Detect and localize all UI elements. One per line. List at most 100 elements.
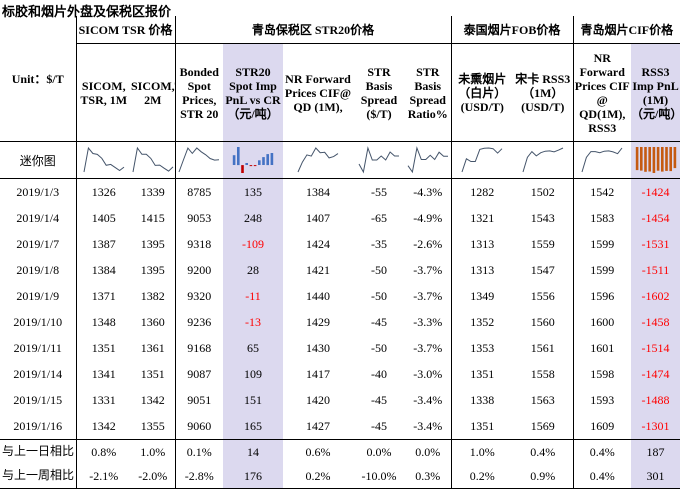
value-cell: 1352: [450, 309, 513, 335]
value-cell: 1387: [75, 231, 131, 257]
sparkline-line: [132, 146, 174, 173]
change-value: -2.1%: [75, 464, 131, 489]
value-cell: -3.0%: [413, 366, 443, 381]
value-cell: 1569: [530, 418, 555, 433]
value-cell: 1405: [75, 205, 131, 231]
change-value: 1.0%: [131, 439, 175, 464]
value-cell: 1351: [75, 335, 131, 361]
value-cell: 9060: [174, 413, 223, 440]
value-cell: -1424: [631, 178, 680, 205]
value-cell: 9320: [174, 283, 223, 309]
value-cell: 9318: [174, 231, 223, 257]
sparkline-line: [83, 146, 125, 173]
sparkline-bar: [245, 163, 248, 165]
value-cell: 1395: [140, 262, 165, 277]
value-cell: -1602: [631, 283, 680, 309]
value-cell: 9168: [174, 335, 223, 361]
table-row: 2019/1/14 1341 1351 9087 109 1417 -40 -3.0% 1351…: [0, 361, 680, 387]
value-cell: -3.7%: [413, 262, 443, 277]
column-header: NR Forward Prices CIF @ QD(1M), RSS3: [572, 43, 632, 142]
sparkline-bar: [258, 160, 261, 165]
sparkline-cell: [283, 141, 353, 179]
sparkline-line: [407, 146, 448, 174]
value-cell: 1353: [450, 335, 513, 361]
value-cell: 1598: [572, 361, 632, 387]
value-cell: 1351: [450, 361, 513, 387]
column-header: STR Basis Spread ($/T): [360, 64, 398, 121]
value-cell: 1427: [306, 418, 330, 433]
sparkline-line: [297, 147, 339, 173]
value-cell: 1355: [140, 418, 165, 433]
value-cell: 1342: [140, 392, 165, 407]
table-row: 2019/1/16 1342 1355 9060 165 1427 -45 -3.4% 1351…: [0, 413, 680, 440]
value-cell: 1440: [306, 288, 330, 303]
value-cell: 1313: [450, 257, 513, 283]
value-cell: 65: [223, 335, 283, 361]
value-cell: 9053: [174, 205, 223, 231]
change-row: 与上一日相比 0.8% 1.0% 0.1% 14 0.6% 0.0% 0.0% 1.0% 0.4%…: [0, 439, 680, 464]
value-cell: 1395: [140, 236, 165, 251]
value-cell: 1384: [306, 184, 330, 199]
value-cell: -1488: [631, 387, 680, 413]
value-cell: 1556: [530, 288, 555, 303]
sparkline-cell: [513, 141, 574, 179]
sparkline: [407, 146, 448, 174]
sparkline-cell: [223, 141, 283, 179]
value-cell: 1331: [75, 387, 131, 413]
table-row: 2019/1/3 1326 1339 8785 135 1384 -55 -4.3% 1282 1…: [0, 178, 680, 205]
sparkline-bar: [270, 153, 274, 165]
value-cell: -3.7%: [413, 288, 443, 303]
table-row: 2019/1/8 1384 1395 9200 28 1421 -50 -3.7% 1313 15…: [0, 257, 680, 283]
value-cell: 1609: [572, 413, 632, 440]
value-cell: 1547: [530, 262, 555, 277]
sparkline-cell: [131, 141, 175, 179]
sparkline-bar: [673, 147, 676, 169]
value-cell: 1415: [140, 210, 165, 225]
group-thai-fob: 泰国烟片FOB价格: [450, 16, 574, 44]
value-cell: -1514: [631, 335, 680, 361]
value-cell: -109: [223, 231, 283, 257]
table-row: 2019/1/9 1371 1382 9320 -11 1440 -50 -3.7% 1349 1…: [0, 283, 680, 309]
value-cell: 1599: [572, 257, 632, 283]
sparkline-line: [461, 147, 503, 173]
value-cell: -3.4%: [413, 392, 443, 407]
value-cell: 1341: [75, 361, 131, 387]
date-cell: 2019/1/10: [13, 314, 63, 329]
change-value: 1.0%: [450, 439, 513, 464]
sparkline-bar: [635, 147, 638, 171]
price-table: Unit：$/T SICOM TSR 价格 青岛保税区 STR20价格 泰国烟片…: [0, 16, 680, 489]
sparkline-cell: [75, 141, 131, 179]
sparkline-cell: [631, 141, 680, 179]
column-header: RSS3 Imp PnL (1M) （元/吨）: [631, 43, 680, 142]
sparkline-cell: [174, 141, 223, 179]
value-cell: 1542: [572, 178, 632, 205]
value-cell: -50: [371, 340, 387, 355]
value-cell: -2.6%: [413, 236, 443, 251]
sparkline-bar: [652, 147, 655, 173]
date-cell: 2019/1/9: [16, 288, 60, 303]
value-cell: 1351: [450, 413, 513, 440]
change-value: 0.1%: [174, 439, 223, 464]
table-row: 2019/1/10 1348 1360 9236 -13 1429 -45 -3.3% 1352…: [0, 309, 680, 335]
change-value: 0.3%: [405, 464, 451, 489]
sparkline-cell: [450, 141, 513, 179]
change-value: -10.0%: [353, 464, 405, 489]
sparkline-line: [178, 147, 220, 173]
sparkline: [178, 147, 220, 173]
column-header: SICOM,TSR, 2M: [131, 78, 175, 107]
value-cell: 1429: [306, 314, 330, 329]
sparkline-line: [358, 146, 399, 174]
change-value: 0.4%: [572, 439, 632, 464]
sparkline-bar: [241, 165, 244, 173]
value-cell: -1454: [631, 205, 680, 231]
sparkline-bar: [266, 154, 269, 166]
value-cell: -65: [371, 210, 387, 225]
date-cell: 2019/1/4: [16, 210, 60, 225]
value-cell: 1543: [530, 210, 555, 225]
value-cell: 1349: [450, 283, 513, 309]
value-cell: 1371: [75, 283, 131, 309]
sparkline: [581, 147, 623, 173]
value-cell: 1502: [530, 184, 555, 199]
sparkline: [83, 146, 125, 173]
value-cell: 9200: [174, 257, 223, 283]
